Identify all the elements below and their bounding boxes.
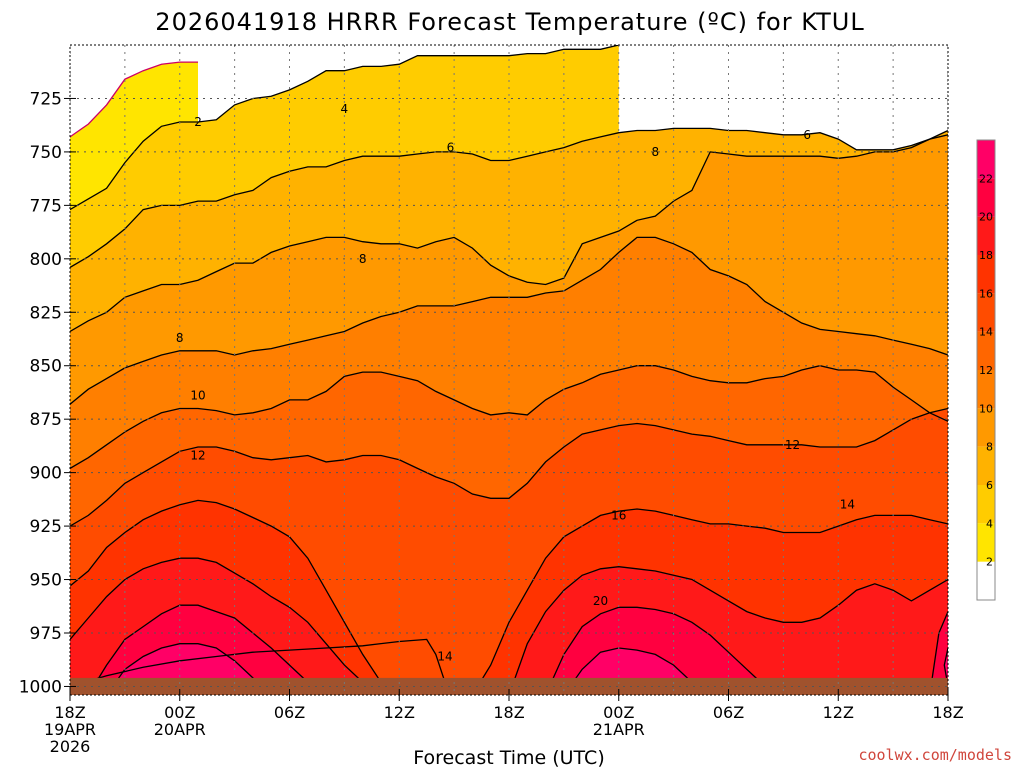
x-tick-label: 06Z bbox=[713, 703, 744, 722]
y-tick-label: 875 bbox=[30, 410, 62, 430]
contour-18 bbox=[508, 566, 948, 695]
colorbar-swatch bbox=[977, 370, 995, 409]
contour-label: 8 bbox=[359, 252, 367, 266]
colorbar-tick-label: 8 bbox=[986, 441, 993, 454]
y-axis-ticks: 725 750 775 800 825 850 875 900 925 950 975 1000 bbox=[19, 89, 76, 697]
colorbar-swatch bbox=[977, 140, 995, 179]
colorbar-tick-label: 2 bbox=[986, 556, 993, 569]
colorbar-swatch bbox=[977, 561, 995, 600]
x-tick-label: 21APR bbox=[593, 720, 645, 739]
contour-label: 6 bbox=[447, 141, 455, 155]
temperature-fill-bands bbox=[70, 45, 948, 695]
contour-label: 12 bbox=[190, 449, 205, 463]
colorbar-tick-label: 20 bbox=[979, 211, 993, 224]
colorbar-swatch bbox=[977, 523, 995, 562]
x-tick-label: 00Z bbox=[164, 703, 195, 722]
credit-text: coolwx.com/models bbox=[858, 746, 1012, 764]
contour-14 bbox=[70, 638, 455, 695]
contour-label: 2 bbox=[194, 115, 202, 129]
contour-20 bbox=[545, 606, 784, 695]
x-tick-label: 12Z bbox=[384, 703, 415, 722]
colorbar-tick-label: 6 bbox=[986, 479, 993, 492]
contour-6 bbox=[70, 127, 948, 268]
colorbar-tick-label: 4 bbox=[986, 517, 993, 530]
y-tick-label: 900 bbox=[30, 464, 62, 484]
y-tick-label: 950 bbox=[30, 571, 62, 591]
colorbar-tick-label: 22 bbox=[979, 172, 993, 185]
colorbar-swatch bbox=[977, 331, 995, 370]
contour-label: 16 bbox=[611, 508, 626, 522]
colorbar-tick-label: 16 bbox=[979, 287, 993, 300]
x-tick-label: 18Z bbox=[493, 703, 524, 722]
colorbar-swatch bbox=[977, 293, 995, 332]
plot-area: 2 4 6 6 8 8 8 10 12 12 14 14 16 20 bbox=[70, 45, 948, 695]
contour-2 bbox=[70, 61, 198, 138]
colorbar-tick-label: 18 bbox=[979, 249, 993, 262]
y-tick-label: 750 bbox=[30, 143, 62, 163]
y-tick-label: 775 bbox=[30, 196, 62, 216]
colorbar-legend: 2 4 6 8 10 12 14 16 18 20 22 bbox=[976, 139, 996, 601]
contour-label: 10 bbox=[190, 389, 205, 403]
contour-label: 8 bbox=[652, 145, 660, 159]
y-tick-label: 825 bbox=[30, 303, 62, 323]
x-tick-label: 06Z bbox=[274, 703, 305, 722]
colorbar-frame bbox=[976, 139, 996, 601]
contour-8 bbox=[70, 134, 948, 333]
colorbar-tick-label: 14 bbox=[979, 326, 993, 339]
contour-14 bbox=[70, 407, 948, 527]
contour-label: 4 bbox=[341, 102, 349, 116]
x-tick-label: 20APR bbox=[154, 720, 206, 739]
contour-label: 12 bbox=[785, 438, 800, 452]
colorbar-tick-label: 12 bbox=[979, 364, 993, 377]
contour-20 bbox=[87, 604, 327, 695]
colorbar-swatch bbox=[977, 216, 995, 255]
x-tick-label: 2026 bbox=[50, 737, 91, 756]
contour-label: 14 bbox=[840, 498, 855, 512]
colorbar-swatch bbox=[977, 178, 995, 217]
band-20-fill bbox=[929, 611, 948, 695]
y-tick-label: 975 bbox=[30, 624, 62, 644]
contour-22 bbox=[563, 647, 711, 695]
y-tick-label: 1000 bbox=[19, 677, 62, 697]
contour-label: 6 bbox=[803, 128, 811, 142]
contour-label: 8 bbox=[176, 331, 184, 345]
x-tick-label: 00Z bbox=[603, 703, 634, 722]
x-axis-label: Forecast Time (UTC) bbox=[413, 747, 604, 768]
y-tick-label: 800 bbox=[30, 250, 62, 270]
chart-title: 2026041918 HRRR Forecast Temperature (ºC… bbox=[155, 8, 864, 36]
colorbar-swatch bbox=[977, 446, 995, 485]
colorbar-swatch bbox=[977, 485, 995, 524]
y-tick-label: 925 bbox=[30, 517, 62, 537]
contour-12 bbox=[70, 365, 948, 469]
colorbar-swatch bbox=[977, 255, 995, 294]
x-tick-label: 19APR bbox=[44, 720, 96, 739]
x-tick-label: 12Z bbox=[823, 703, 854, 722]
colorbar-swatch bbox=[977, 408, 995, 447]
colorbar-tick-label: 10 bbox=[979, 402, 993, 415]
y-tick-label: 725 bbox=[30, 89, 62, 109]
band-22-fill bbox=[944, 648, 948, 695]
x-tick-label: 18Z bbox=[932, 703, 963, 722]
contour-4 bbox=[70, 45, 619, 211]
contour-label: 20 bbox=[593, 594, 608, 608]
contour-labels: 2 4 6 6 8 8 8 10 12 12 14 14 16 20 bbox=[176, 102, 855, 664]
contour-18 bbox=[70, 557, 382, 695]
y-tick-label: 850 bbox=[30, 357, 62, 377]
contour-22 bbox=[106, 643, 272, 695]
contour-label: 14 bbox=[437, 650, 452, 664]
x-tick-label: 18Z bbox=[54, 703, 85, 722]
contour-16 bbox=[471, 508, 948, 695]
